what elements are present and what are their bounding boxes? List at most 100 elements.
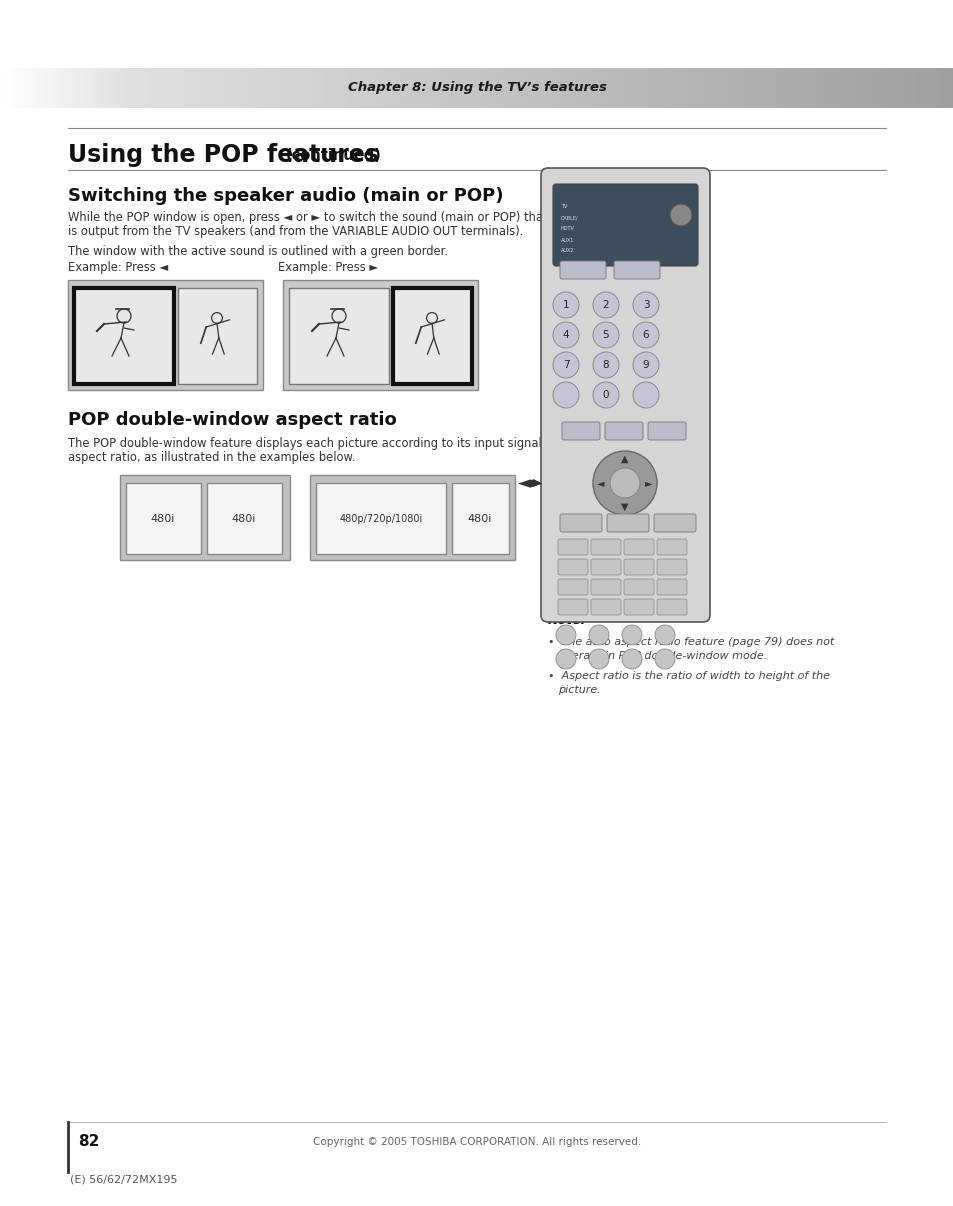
Bar — [500, 68, 506, 109]
Bar — [33, 68, 39, 109]
Bar — [462, 68, 468, 109]
Bar — [405, 68, 411, 109]
Bar — [777, 68, 782, 109]
Text: ▲: ▲ — [620, 453, 628, 464]
Circle shape — [621, 625, 641, 645]
Bar — [786, 68, 792, 109]
Text: Note:: Note: — [547, 614, 586, 626]
Circle shape — [553, 292, 578, 318]
Bar — [691, 68, 697, 109]
Bar — [686, 68, 692, 109]
Bar — [610, 68, 616, 109]
Bar — [662, 68, 668, 109]
Bar — [529, 68, 535, 109]
Bar — [476, 68, 482, 109]
Bar — [834, 68, 840, 109]
Text: Example: Press ◄: Example: Press ◄ — [68, 262, 168, 275]
Bar — [257, 68, 263, 109]
Text: 3: 3 — [642, 300, 649, 310]
Bar — [167, 68, 172, 109]
FancyBboxPatch shape — [558, 599, 587, 615]
Bar — [334, 68, 339, 109]
FancyBboxPatch shape — [553, 185, 698, 267]
Bar — [143, 68, 149, 109]
Bar — [848, 68, 854, 109]
Bar — [467, 68, 473, 109]
Bar — [200, 68, 206, 109]
Bar — [343, 68, 349, 109]
FancyBboxPatch shape — [647, 422, 685, 440]
Bar — [929, 68, 935, 109]
FancyBboxPatch shape — [590, 560, 620, 575]
Bar — [419, 68, 425, 109]
Bar — [600, 68, 606, 109]
Bar — [729, 68, 735, 109]
Text: 480i: 480i — [467, 514, 492, 523]
FancyBboxPatch shape — [540, 168, 709, 622]
Bar — [472, 68, 477, 109]
Text: 5: 5 — [602, 330, 609, 340]
Circle shape — [553, 322, 578, 349]
Circle shape — [593, 322, 618, 349]
Bar — [558, 68, 563, 109]
Bar — [829, 68, 835, 109]
Bar — [743, 68, 749, 109]
Bar — [324, 68, 330, 109]
Text: Switching the speaker audio (main or POP): Switching the speaker audio (main or POP… — [68, 187, 503, 205]
Bar — [839, 68, 844, 109]
Text: 7: 7 — [562, 361, 569, 370]
Bar — [615, 68, 620, 109]
Bar — [267, 68, 273, 109]
Bar — [858, 68, 863, 109]
Bar — [191, 68, 196, 109]
FancyBboxPatch shape — [590, 579, 620, 595]
Bar — [238, 68, 244, 109]
Bar — [210, 68, 215, 109]
Bar — [515, 68, 520, 109]
Circle shape — [669, 204, 691, 226]
Bar — [781, 68, 787, 109]
Bar — [310, 475, 515, 560]
Bar — [329, 68, 335, 109]
Bar — [591, 68, 597, 109]
Bar — [891, 68, 897, 109]
Bar — [438, 68, 444, 109]
Bar — [120, 475, 290, 560]
Bar — [896, 68, 902, 109]
Bar — [68, 280, 263, 390]
Bar — [772, 68, 778, 109]
Bar — [391, 68, 396, 109]
Bar — [119, 68, 125, 109]
Bar — [796, 68, 801, 109]
Bar — [48, 68, 53, 109]
Bar — [734, 68, 740, 109]
Text: 2: 2 — [602, 300, 609, 310]
Bar — [415, 68, 420, 109]
Bar — [543, 68, 549, 109]
Circle shape — [655, 625, 675, 645]
Bar — [86, 68, 91, 109]
Bar — [634, 68, 639, 109]
Bar — [283, 280, 477, 390]
Text: AUX2: AUX2 — [560, 248, 574, 253]
Bar — [586, 68, 592, 109]
Bar — [207, 482, 282, 554]
Bar — [0, 68, 6, 109]
Bar — [10, 68, 15, 109]
Bar — [310, 68, 315, 109]
Bar — [126, 482, 201, 554]
Bar — [214, 68, 220, 109]
FancyBboxPatch shape — [614, 260, 659, 279]
Text: Copyright © 2005 TOSHIBA CORPORATION. All rights reserved.: Copyright © 2005 TOSHIBA CORPORATION. Al… — [313, 1137, 640, 1147]
Bar — [76, 68, 82, 109]
Bar — [853, 68, 859, 109]
Text: 9: 9 — [642, 361, 649, 370]
Bar — [253, 68, 258, 109]
Text: HDTV: HDTV — [560, 227, 575, 232]
Text: •  Aspect ratio is the ratio of width to height of the: • Aspect ratio is the ratio of width to … — [547, 671, 829, 681]
Bar — [538, 68, 544, 109]
Text: 0: 0 — [602, 390, 609, 400]
Circle shape — [588, 649, 608, 669]
Bar — [505, 68, 511, 109]
Text: 6: 6 — [642, 330, 649, 340]
